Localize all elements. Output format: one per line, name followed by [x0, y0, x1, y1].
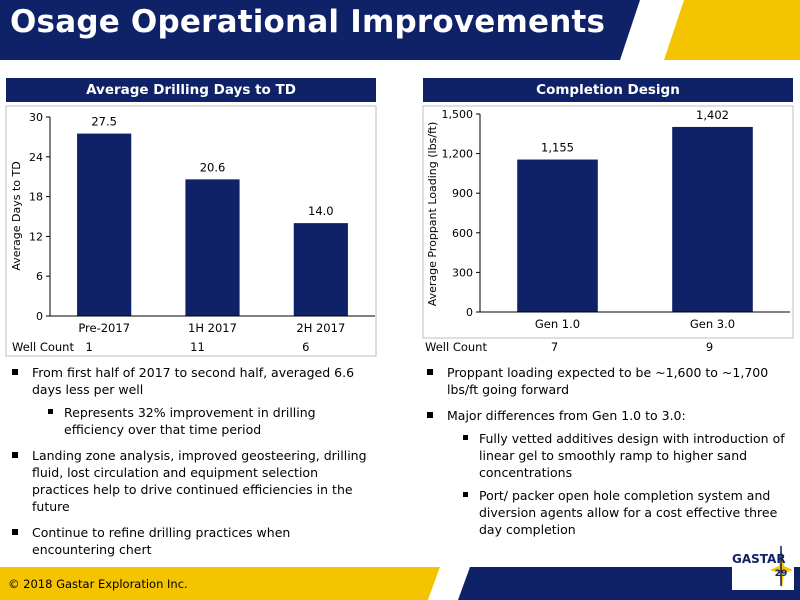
drilling-days-category-label: Pre-2017 — [78, 321, 130, 335]
completion-bullet: Proppant loading expected to be ~1,600 t… — [423, 364, 793, 398]
completion-design-bar — [517, 159, 598, 312]
drilling-days-well-count: 1 — [86, 340, 93, 354]
completion-design-y-tick-label: 0 — [466, 306, 473, 319]
drilling-days-bar — [185, 179, 240, 316]
drilling-days-y-tick-label: 24 — [29, 151, 43, 164]
completion-design-y-tick-label: 300 — [452, 266, 473, 279]
drilling-days-y-tick-label: 30 — [29, 111, 43, 124]
gastar-logo: GASTAR 29 — [732, 542, 794, 592]
drilling-days-category-label: 1H 2017 — [188, 321, 237, 335]
drilling-sub-bullet: Represents 32% improvement in drilling e… — [8, 404, 368, 438]
logo-text: GASTAR — [732, 552, 786, 566]
drilling-days-panel-title: Average Drilling Days to TD — [6, 78, 376, 102]
completion-sub-bullet: Fully vetted additives design with intro… — [423, 430, 793, 481]
completion-sub-bullet: Port/ packer open hole completion system… — [423, 487, 793, 538]
completion-design-y-tick-label: 1,200 — [442, 148, 474, 161]
completion-design-bar — [672, 126, 753, 312]
completion-design-data-label: 1,402 — [696, 108, 729, 122]
header-banner: Osage Operational Improvements — [0, 0, 800, 60]
completion-design-well-count: 9 — [706, 340, 713, 354]
drilling-days-well-count-label: Well Count — [12, 340, 74, 354]
completion-design-chart-frame — [422, 105, 794, 339]
completion-design-category-label: Gen 1.0 — [535, 317, 580, 331]
drilling-days-data-label: 14.0 — [308, 204, 334, 218]
completion-bullet-list: Proppant loading expected to be ~1,600 t… — [423, 364, 793, 547]
footer-banner — [0, 567, 800, 600]
page-number: 29 — [774, 569, 788, 579]
drilling-days-category-label: 2H 2017 — [296, 321, 345, 335]
drilling-days-data-label: 20.6 — [200, 160, 226, 174]
completion-design-y-tick-label: 600 — [452, 227, 473, 240]
drilling-days-data-label: 27.5 — [91, 115, 117, 129]
completion-design-category-label: Gen 3.0 — [690, 317, 735, 331]
drilling-bullet-list: From first half of 2017 to second half, … — [8, 364, 368, 567]
completion-design-panel-title: Completion Design — [423, 78, 793, 102]
completion-design-y-axis-title: Average Proppant Loading (lbs/ft) — [426, 122, 439, 307]
drilling-days-y-tick-label: 18 — [29, 191, 43, 204]
drilling-days-y-tick-label: 0 — [36, 310, 43, 323]
completion-design-y-tick-label: 1,500 — [442, 108, 474, 121]
drilling-bullet: From first half of 2017 to second half, … — [8, 364, 368, 398]
completion-design-y-tick-label: 900 — [452, 187, 473, 200]
header-graphic — [0, 0, 800, 60]
drilling-bullet: Continue to refine drilling practices wh… — [8, 524, 368, 558]
drilling-days-chart-frame — [5, 105, 377, 357]
drilling-days-y-tick-label: 6 — [36, 270, 43, 283]
completion-bullet: Major differences from Gen 1.0 to 3.0: — [423, 407, 793, 424]
copyright-text: © 2018 Gastar Exploration Inc. — [8, 577, 188, 591]
drilling-bullet: Landing zone analysis, improved geosteer… — [8, 447, 368, 515]
drilling-days-well-count: 6 — [302, 340, 309, 354]
footer-graphic — [0, 567, 800, 600]
drilling-days-bar — [293, 223, 348, 316]
drilling-days-y-axis-title: Average Days to TD — [10, 161, 23, 270]
completion-design-well-count: 7 — [551, 340, 558, 354]
completion-design-well-count-label: Well Count — [425, 340, 487, 354]
logo-star-icon — [732, 544, 794, 590]
drilling-days-well-count: 11 — [190, 340, 205, 354]
drilling-days-bar — [77, 133, 132, 316]
page-title: Osage Operational Improvements — [10, 4, 606, 40]
completion-design-data-label: 1,155 — [541, 141, 574, 155]
drilling-days-y-tick-label: 12 — [29, 230, 43, 243]
